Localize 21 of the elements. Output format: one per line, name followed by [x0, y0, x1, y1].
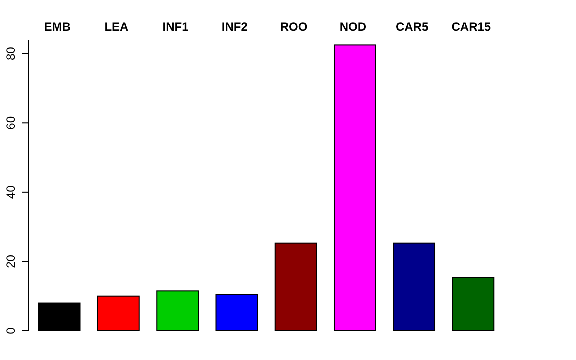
x-tick-label: INF1	[162, 20, 190, 34]
x-tick-label: CAR5	[396, 20, 429, 34]
bar	[452, 277, 495, 332]
x-tick-label: EMB	[44, 20, 72, 34]
bar	[38, 302, 81, 332]
y-tick-label: 20	[4, 254, 18, 268]
y-tick-label: 0	[4, 327, 18, 334]
bar	[97, 296, 140, 332]
x-tick-label: ROO	[280, 20, 308, 34]
x-tick-label: NOD	[340, 20, 367, 34]
bar	[274, 242, 318, 332]
bar	[156, 290, 200, 332]
y-tick-label: 40	[4, 185, 18, 200]
x-tick-label: INF2	[222, 20, 248, 34]
x-tick-label: CAR15	[452, 20, 492, 34]
bar	[393, 242, 436, 332]
bar	[334, 44, 376, 332]
x-tick-label: LEA	[104, 20, 130, 34]
y-tick-label: 80	[4, 46, 18, 61]
y-tick-label: 60	[4, 116, 18, 130]
bar	[216, 294, 258, 332]
